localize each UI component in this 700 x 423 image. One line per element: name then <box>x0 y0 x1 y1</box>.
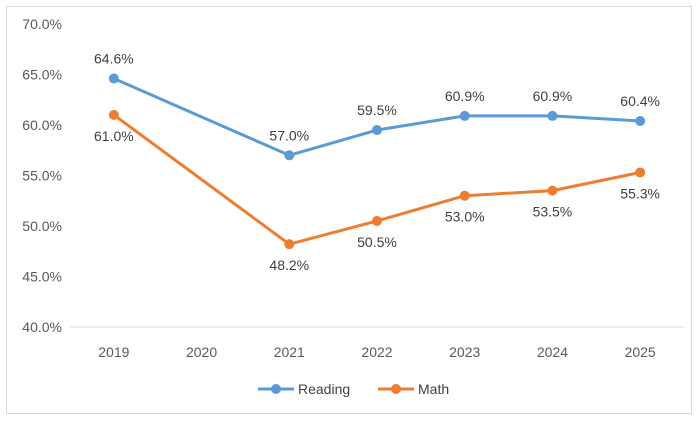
data-point <box>372 125 382 136</box>
x-tick-label: 2023 <box>449 344 480 360</box>
data-label: 48.2% <box>269 257 309 273</box>
x-tick-label: 2019 <box>98 344 129 360</box>
data-point <box>635 167 646 178</box>
series-math: 61.0% 48.2% 50.5% 53.0% 53.5% 55.3% <box>94 109 660 273</box>
legend-item-reading: Reading <box>258 381 350 397</box>
series-line <box>112 113 641 246</box>
data-point <box>108 109 119 120</box>
data-label: 61.0% <box>94 128 134 144</box>
data-point <box>635 115 646 126</box>
legend-swatch-marker <box>391 384 401 394</box>
data-label: 57.0% <box>269 127 309 143</box>
y-tick-label: 60.0% <box>22 117 62 133</box>
data-point <box>108 73 119 84</box>
data-label: 59.5% <box>357 102 397 118</box>
data-point <box>284 239 295 250</box>
legend-label: Reading <box>298 381 350 397</box>
series-layer: 64.6% 57.0% 59.5% 60.9% 60.9% 60.4% 61.0% 48.2%… <box>94 51 660 274</box>
x-tick-label: 2021 <box>274 344 305 360</box>
data-label: 60.4% <box>620 93 660 109</box>
data-label: 53.0% <box>445 209 485 225</box>
chart-frame <box>6 6 692 414</box>
series-line <box>113 77 641 157</box>
legend-label: Math <box>418 381 449 397</box>
data-label: 60.9% <box>533 88 573 104</box>
data-point <box>372 215 382 226</box>
y-tick-label: 45.0% <box>22 269 62 285</box>
y-tick-label: 50.0% <box>22 218 62 234</box>
data-point <box>284 150 295 161</box>
x-tick-label: 2020 <box>186 344 217 360</box>
data-point <box>547 110 558 121</box>
x-tick-label: 2022 <box>361 344 392 360</box>
legend-swatch-marker <box>271 384 281 394</box>
x-tick-label: 2025 <box>625 344 656 360</box>
y-tick-label: 70.0% <box>22 16 62 32</box>
y-tick-label: 55.0% <box>22 168 62 184</box>
data-label: 53.5% <box>533 204 573 220</box>
data-label: 50.5% <box>357 234 397 250</box>
data-point <box>459 110 470 121</box>
y-tick-label: 40.0% <box>22 319 62 335</box>
data-label: 60.9% <box>445 88 485 104</box>
x-tick-label: 2024 <box>537 344 568 360</box>
y-axis: 40.0% 45.0% 50.0% 55.0% 60.0% 65.0% 70.0% <box>22 16 62 335</box>
x-axis: 2019 2020 2021 2022 2023 2024 2025 <box>70 326 684 360</box>
data-label: 55.3% <box>620 185 660 201</box>
data-label: 64.6% <box>94 51 134 67</box>
legend: Reading Math <box>258 381 449 397</box>
legend-item-math: Math <box>378 381 449 397</box>
y-tick-label: 65.0% <box>22 67 62 83</box>
data-point <box>547 185 558 196</box>
series-reading: 64.6% 57.0% 59.5% 60.9% 60.9% 60.4% <box>94 51 660 161</box>
data-point <box>459 190 470 201</box>
